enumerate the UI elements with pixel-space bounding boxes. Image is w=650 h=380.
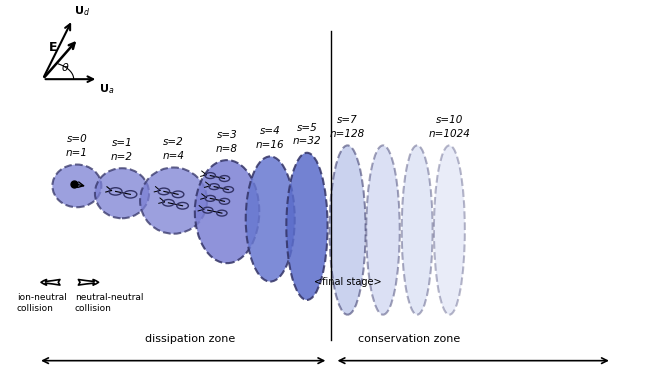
- Ellipse shape: [140, 168, 207, 234]
- Text: s=10: s=10: [436, 115, 463, 125]
- Text: <final stage>: <final stage>: [314, 277, 382, 287]
- Text: n=1: n=1: [66, 148, 88, 158]
- Text: n=8: n=8: [216, 144, 238, 154]
- Text: s=7: s=7: [337, 115, 358, 125]
- Ellipse shape: [53, 165, 101, 207]
- Text: neutral-neutral
collision: neutral-neutral collision: [75, 293, 144, 313]
- Text: $\theta$: $\theta$: [61, 61, 70, 73]
- Text: n=4: n=4: [162, 151, 185, 161]
- Text: n=128: n=128: [330, 129, 365, 139]
- Ellipse shape: [366, 146, 400, 315]
- Text: dissipation zone: dissipation zone: [144, 334, 235, 344]
- Ellipse shape: [330, 146, 365, 315]
- Text: $\mathbf{E}$: $\mathbf{E}$: [48, 41, 58, 54]
- Text: s=4: s=4: [260, 126, 281, 136]
- Text: n=16: n=16: [256, 140, 285, 150]
- Text: n=1024: n=1024: [428, 129, 471, 139]
- Ellipse shape: [95, 168, 149, 218]
- Text: s=5: s=5: [296, 122, 317, 133]
- Text: $\mathbf{U}_d$: $\mathbf{U}_d$: [73, 5, 90, 19]
- Ellipse shape: [402, 146, 433, 315]
- Text: n=32: n=32: [292, 136, 321, 146]
- Text: s=2: s=2: [163, 137, 184, 147]
- Text: s=3: s=3: [216, 130, 237, 140]
- Text: s=0: s=0: [66, 134, 87, 144]
- Ellipse shape: [246, 157, 294, 282]
- Text: conservation zone: conservation zone: [358, 334, 460, 344]
- Text: $\mathbf{U}_a$: $\mathbf{U}_a$: [99, 82, 115, 96]
- Text: ion-neutral
collision: ion-neutral collision: [17, 293, 67, 313]
- Ellipse shape: [195, 160, 259, 263]
- Text: n=2: n=2: [111, 152, 133, 162]
- Ellipse shape: [287, 153, 328, 300]
- Ellipse shape: [434, 146, 465, 315]
- Text: s=1: s=1: [112, 138, 133, 148]
